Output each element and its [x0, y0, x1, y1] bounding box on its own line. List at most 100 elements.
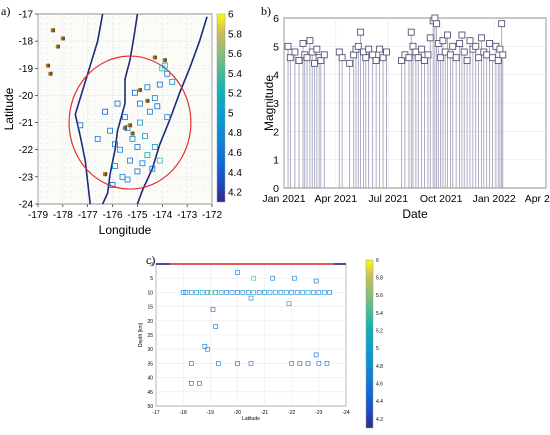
magnitude-colorbar-c-tick-label: 5.8 [376, 275, 383, 281]
y-tick-label: 5 [273, 41, 279, 53]
epicenter-marker [156, 81, 163, 88]
magnitude-marker [350, 51, 358, 59]
hypocenter-marker [210, 307, 216, 312]
magnitude-marker [488, 54, 496, 62]
magnitude-marker [449, 42, 457, 50]
y-tick-label: -18 [19, 37, 34, 48]
epicenter-marker [114, 100, 121, 107]
y-tick-label: 30 [147, 347, 153, 353]
hypocenter-marker [235, 270, 240, 275]
y-tick-label: 2 [273, 126, 279, 138]
x-tick-label: -175 [127, 210, 147, 221]
y-tick-label: 50 [147, 404, 153, 410]
epicenter-marker [77, 122, 84, 129]
epicenter-marker [132, 89, 138, 96]
hypocenter-marker [194, 290, 200, 295]
magnitude-marker [472, 42, 480, 50]
x-tick-label: -20 [234, 410, 241, 416]
island-cluster [130, 131, 135, 136]
x-tick-label: -172 [202, 210, 222, 221]
magnitude-marker [418, 45, 426, 53]
island-cluster [145, 98, 150, 103]
epicenter-marker [134, 168, 141, 175]
magnitude-marker [483, 51, 491, 59]
magnitude-marker [498, 20, 506, 28]
magnitude-marker [421, 57, 428, 64]
magnitude-marker [414, 54, 422, 62]
y-tick-label: 3 [273, 98, 279, 110]
y-axis-label: Depth [km] [138, 322, 144, 347]
magnitude-colorbar-a-tick-label: 4.4 [228, 168, 242, 179]
x-tick-label: Apr 2021 [315, 193, 358, 205]
magnitude-marker [383, 48, 390, 56]
magnitude-colorbar-a-tick-label: 4.8 [228, 128, 242, 139]
hypocenter-marker [207, 290, 213, 295]
magnitude-colorbar-a-gradient [216, 13, 226, 203]
magnitude-marker [458, 31, 466, 39]
magnitude-colorbar-c-tick-label: 6 [376, 258, 379, 264]
x-axis-label: Longitude [99, 223, 152, 237]
magnitude-marker [407, 28, 415, 36]
magnitude-colorbar-c-tick-label: 4.4 [376, 399, 383, 405]
y-axis-label: Magnitude [262, 75, 276, 131]
epicenter-marker [122, 114, 128, 121]
y-axis-label: Latitude [2, 87, 16, 130]
depth-profile-chart: -17 -18 -19 -20 -21 -22 -23 -24 0 5 10 15 20 25 30 35 40… [138, 258, 383, 429]
magnitude-marker [398, 57, 405, 64]
panel-label-c: c) [146, 253, 156, 267]
epicenter-marker [144, 84, 151, 91]
x-tick-label: -18 [180, 410, 187, 416]
magnitude-marker [365, 45, 373, 53]
hypocenter-marker [248, 295, 254, 301]
epicenter-marker [151, 144, 158, 150]
hypocenter-marker [240, 290, 246, 295]
hypocenter-marker [289, 361, 295, 366]
hypocenter-marker [286, 301, 292, 307]
island-cluster [48, 71, 53, 76]
magnitude-marker [313, 45, 321, 53]
epicenter-marker [149, 165, 156, 172]
magnitude-marker [376, 45, 384, 53]
magnitude-marker [372, 57, 380, 64]
magnitude-colorbar-c-tick-label: 4.8 [376, 364, 383, 370]
magnitude-marker [295, 57, 303, 64]
y-tick-label: 4 [273, 70, 279, 82]
hypocenter-marker [256, 290, 262, 295]
epicenter-marker [134, 144, 141, 150]
magnitude-marker [362, 54, 370, 62]
hypocenter-marker [235, 290, 240, 295]
panel-label-a: a) [1, 4, 11, 18]
magnitude-colorbar-a-tick-label: 5.8 [228, 29, 242, 40]
magnitude-marker [466, 37, 474, 45]
x-tick-label: -177 [78, 210, 98, 221]
epicenter-marker [124, 125, 131, 131]
epicenter-marker [164, 114, 171, 121]
magnitude-marker [444, 31, 451, 39]
island-cluster [152, 55, 158, 60]
epicenter-marker [139, 160, 146, 167]
magnitude-marker [439, 37, 447, 45]
epicenter-marker [127, 157, 133, 164]
trench-line [101, 13, 139, 205]
magnitude-marker [456, 40, 464, 47]
magnitude-colorbar-c-tick-label: 4.6 [376, 382, 383, 388]
x-tick-label: Jan 2021 [262, 193, 305, 205]
epicenter-marker [154, 103, 161, 110]
magnitude-marker [286, 54, 294, 62]
magnitude-marker [320, 51, 328, 59]
hypocenter-marker [183, 290, 189, 295]
y-tick-label: 1 [273, 155, 279, 167]
magnitude-marker [338, 54, 346, 62]
x-tick-label: -19 [207, 410, 214, 416]
magnitude-marker [291, 48, 299, 56]
x-tick-label: -23 [315, 410, 322, 416]
magnitude-marker [412, 48, 420, 56]
epicenter-marker [102, 108, 109, 115]
magnitude-colorbar-a: 6 5.8 5.6 5.4 5.2 5 4.8 4.6 4.4 4.2 [216, 10, 242, 203]
hypocenter-marker [316, 361, 322, 366]
magnitude-marker [431, 14, 439, 22]
study-area-circle [68, 55, 192, 190]
magnitude-marker [346, 59, 354, 67]
hypocenter-marker [205, 290, 210, 295]
y-tick-label: -19 [19, 64, 34, 75]
